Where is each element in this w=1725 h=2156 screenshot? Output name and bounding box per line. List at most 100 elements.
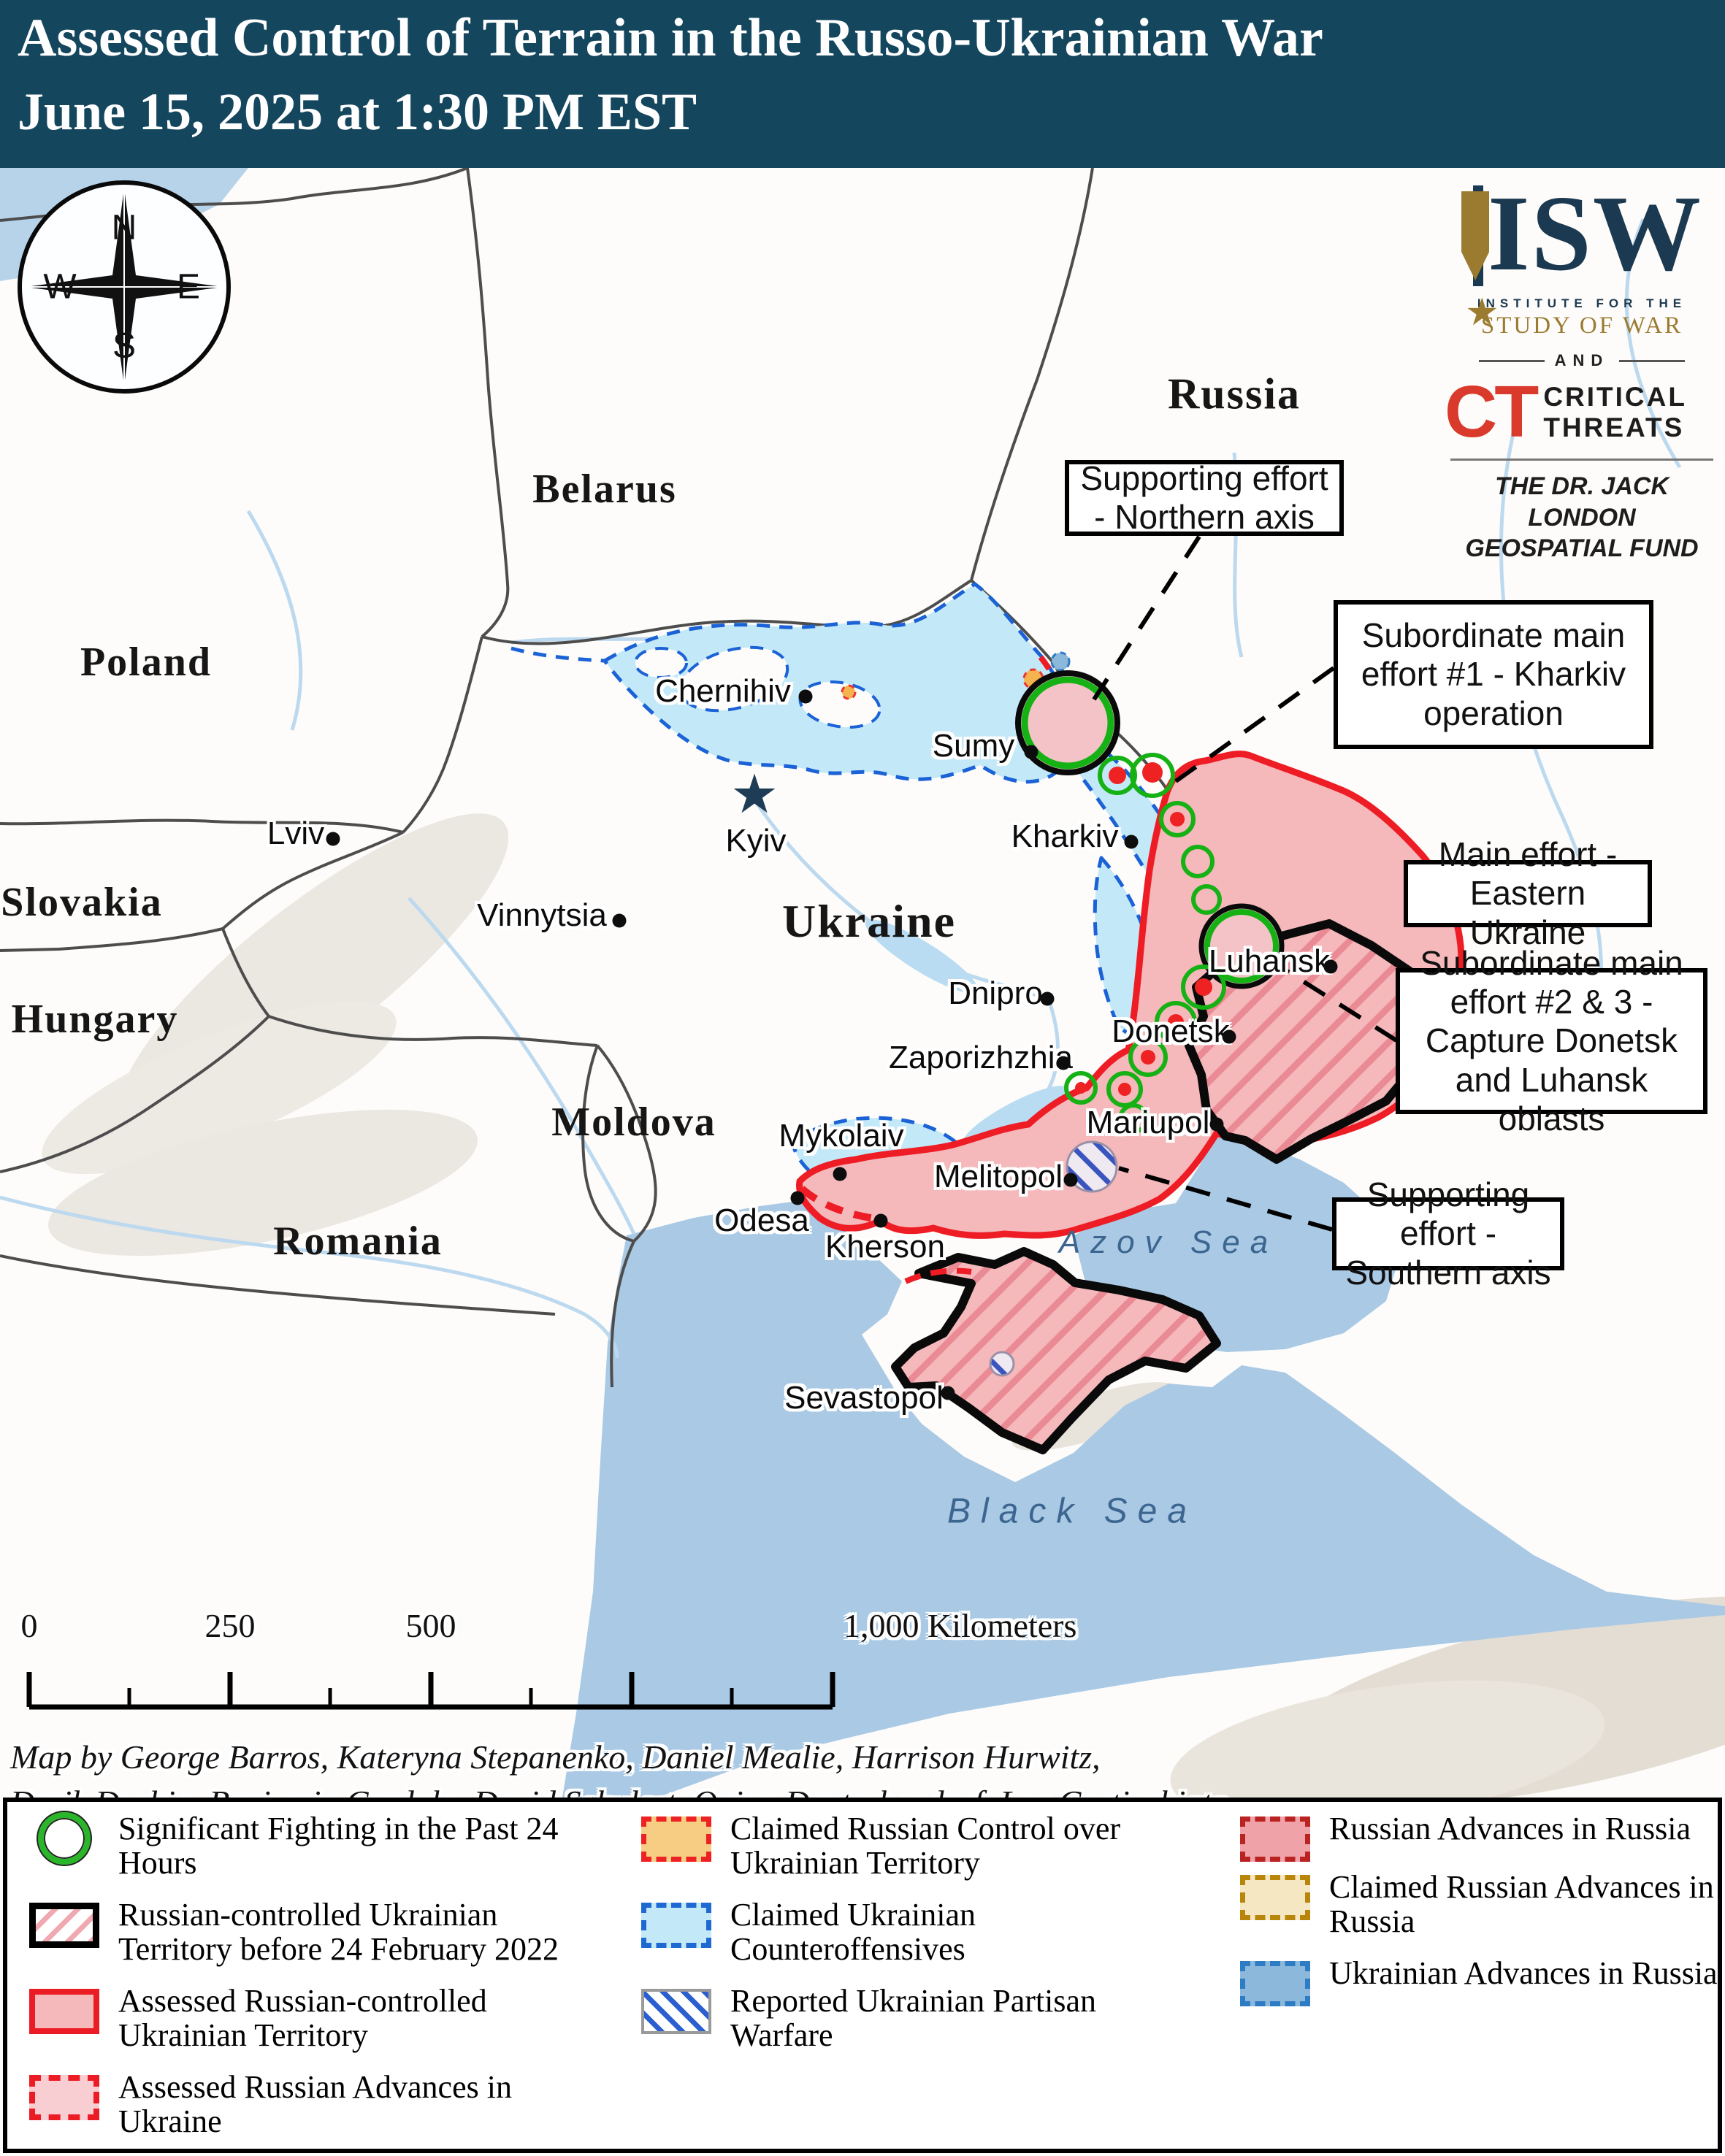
rule-left — [1478, 359, 1545, 362]
city-label-mykolaiv: Mykolaiv — [779, 1118, 904, 1154]
country-label-belarus: Belarus — [532, 467, 677, 512]
city-label-melitopol: Melitopol — [933, 1159, 1063, 1194]
city-label-luhansk: Luhansk — [1208, 943, 1331, 979]
country-label-moldova: Moldova — [551, 1100, 716, 1145]
callout-main-effort-eastern-ukraine: Main effort - Eastern Ukraine — [1404, 835, 1652, 951]
header-bar: Assessed Control of Terrain in the Russo… — [0, 0, 1725, 168]
country-label-hungary: Hungary — [11, 997, 179, 1042]
map-date: June 15, 2025 at 1:30 PM EST — [18, 83, 697, 141]
callout-southern-axis: Supporting effort - Southern axis — [1332, 1175, 1564, 1292]
scale-bar — [26, 1672, 835, 1710]
city-dot-dnipro — [1040, 991, 1055, 1006]
legend-label: Assessed Russian Advances in Ukraine — [118, 2069, 512, 2139]
callout-northern-axis: Supporting effort - Northern axis — [1065, 459, 1344, 536]
fund-line2: GEOSPATIAL FUND — [1465, 534, 1699, 562]
scale-500: 500 — [405, 1607, 456, 1644]
city-dot-sumy — [1024, 745, 1039, 759]
city-label-sumy: Sumy — [932, 728, 1015, 764]
city-dot-kherson — [873, 1213, 888, 1228]
city-dot-mariupol — [1209, 1117, 1224, 1132]
legend-label: Claimed Russian Control over Ukrainian T… — [730, 1811, 1121, 1881]
city-label-kyiv: Kyiv — [725, 823, 787, 859]
city-dot-kharkiv — [1124, 835, 1139, 849]
claimed-russian-advances-in-russia-swatch-icon — [1240, 1875, 1310, 1920]
compass-north-label: N — [111, 208, 137, 248]
city-dot-chernihiv — [798, 689, 813, 704]
city-label-vinnytsia: Vinnytsia — [477, 897, 607, 933]
city-dot-odesa — [790, 1191, 805, 1205]
city-label-sevastopol: Sevastopol — [784, 1380, 944, 1416]
geospatial-fund-label: THE DR. JACK LONDON GEOSPATIAL FUND — [1445, 471, 1719, 564]
ct-monogram: CT — [1445, 371, 1539, 453]
legend-panel: Significant Fighting in the Past 24 Hour… — [3, 1798, 1722, 2153]
claimed-ukrainian-counteroffensives-swatch-icon — [641, 1903, 711, 1948]
fund-line1: THE DR. JACK LONDON — [1494, 472, 1669, 532]
country-label-russia: Russia — [1167, 369, 1301, 418]
branding-block: ISW ★ INSTITUTE FOR THE STUDY OF WAR AND… — [1445, 174, 1719, 564]
russian-advances-in-russia-swatch-icon — [1240, 1817, 1310, 1862]
scale-0: 0 — [20, 1607, 38, 1644]
scale-250: 250 — [204, 1607, 256, 1644]
legend-label: Russian Advances in Russia — [1329, 1811, 1691, 1846]
compass-west-label: W — [43, 267, 77, 307]
ukrainian-advances-in-russia-swatch-icon — [1240, 1961, 1310, 2006]
claimed-russian-control-swatch-icon — [641, 1817, 711, 1862]
isw-logo: ISW — [1445, 174, 1719, 294]
country-label-ukraine: Ukraine — [782, 895, 956, 947]
country-label-romania: Romania — [273, 1219, 443, 1264]
assessed-russian-advances-swatch-icon — [29, 2075, 99, 2120]
city-label-chernihiv: Chernihiv — [655, 673, 791, 709]
legend-label: Claimed Russian Advances in Russia — [1329, 1869, 1714, 1939]
scale-1000-kilometers: 1,000 Kilometers — [844, 1607, 1077, 1644]
cross-border-activity — [841, 651, 1071, 700]
legend-label: Reported Ukrainian Partisan Warfare — [730, 1983, 1096, 2053]
assessed-russian-controlled-swatch-icon — [29, 1989, 99, 2034]
compass-east-label: E — [176, 267, 201, 307]
kyiv-capital-star-icon: ★ — [730, 763, 779, 826]
rule-right — [1619, 359, 1686, 362]
legend-label: Claimed Ukrainian Counteroffensives — [730, 1897, 976, 1967]
legend-label: Assessed Russian-controlled Ukrainian Te… — [118, 1983, 487, 2053]
isw-acronym: ISW — [1488, 174, 1702, 294]
critical-threats-label: CRITICAL THREATS — [1543, 382, 1687, 442]
city-dot-vinnytsia — [612, 913, 627, 928]
isw-star-icon: ★ — [1465, 291, 1499, 334]
city-dot-lviv — [326, 832, 340, 846]
country-label-poland: Poland — [80, 640, 213, 685]
isw-medal-icon — [1461, 191, 1490, 280]
compass-south-label: S — [112, 326, 137, 366]
city-dot-sevastopol — [941, 1386, 955, 1400]
country-borders — [0, 166, 1214, 1388]
city-label-odesa: Odesa — [714, 1202, 809, 1238]
city-label-kharkiv: Kharkiv — [1011, 818, 1119, 854]
map-title: Assessed Control of Terrain in the Russo… — [18, 8, 1323, 68]
crimea-shape — [891, 1247, 1221, 1454]
partisan-warfare-swatch-icon — [641, 1989, 711, 2034]
city-dot-zaporizhzhia — [1056, 1056, 1071, 1070]
city-label-zaporizhzhia: Zaporizhzhia — [889, 1040, 1073, 1075]
legend-label: Significant Fighting in the Past 24 Hour… — [118, 1811, 559, 1881]
pre2022-territory-swatch-icon — [29, 1903, 99, 1948]
sea-label-azov: Azov Sea — [1058, 1224, 1279, 1260]
city-dot-luhansk — [1323, 959, 1338, 974]
city-label-lviv: Lviv — [267, 816, 325, 851]
critical-threats-logo: CT CRITICAL THREATS — [1445, 371, 1719, 453]
city-label-mariupol: Mariupol — [1086, 1105, 1210, 1140]
city-label-kherson: Kherson — [825, 1229, 945, 1265]
city-dot-donetsk — [1222, 1029, 1236, 1044]
city-label-donetsk: Donetsk — [1112, 1013, 1230, 1049]
country-label-slovakia: Slovakia — [1, 880, 163, 925]
city-label-dnipro: Dnipro — [948, 975, 1043, 1011]
legend-label: Ukrainian Advances in Russia — [1329, 1955, 1718, 1991]
and-separator: AND — [1445, 351, 1719, 370]
branding-divider — [1450, 459, 1713, 461]
assessed-russian-controlled-territory — [795, 751, 1465, 1239]
city-dot-mykolaiv — [833, 1167, 847, 1181]
significant-fighting-swatch-icon — [38, 1812, 91, 1865]
legend-label: Russian-controlled Ukrainian Territory b… — [118, 1897, 559, 1967]
and-label: AND — [1554, 351, 1610, 369]
sea-label-black-sea: Black Sea — [946, 1492, 1198, 1531]
credits-line1: Map by George Barros, Kateryna Stepanenk… — [10, 1738, 1101, 1776]
callout-kharkiv-operation: Subordinate main effort #1 - Kharkiv ope… — [1334, 600, 1653, 749]
